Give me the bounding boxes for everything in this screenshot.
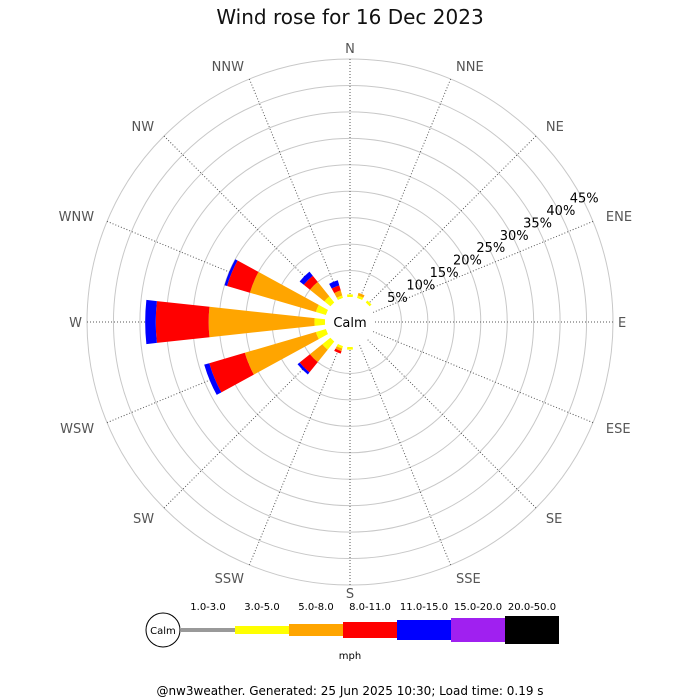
direction-label-nne: NNE (456, 60, 484, 75)
legend-bin-label: 1.0-3.0 (190, 602, 225, 613)
legend-swatch-3 (343, 622, 397, 638)
direction-label-s: S (346, 587, 354, 602)
legend-calm-circle (145, 612, 181, 648)
calm-label: Calm (333, 316, 366, 331)
petal-wnw-bin-2 (249, 271, 319, 313)
spoke-ne (367, 135, 537, 305)
direction-label-sw: SW (133, 512, 154, 527)
direction-label-sse: SSE (456, 572, 481, 587)
direction-label-nnw: NNW (212, 60, 244, 75)
ring-label: 15% (430, 266, 459, 281)
legend-calm-label: Calm (150, 626, 176, 637)
petal-ssw-bin-3 (334, 348, 342, 354)
legend-swatch-5 (451, 618, 505, 642)
petal-nnw-bin-4 (329, 280, 340, 289)
legend-bin-label: 15.0-20.0 (454, 602, 502, 613)
spoke-nnw (248, 78, 341, 300)
spoke-ene (372, 220, 594, 313)
grid-ring (112, 84, 588, 560)
petal-s-bin-1 (347, 346, 353, 350)
petal-nw-bin-4 (299, 271, 313, 285)
petal-nnw-bin-1 (336, 295, 343, 301)
spoke-sse (359, 344, 452, 566)
direction-label-w: W (69, 316, 82, 331)
ring-label: 10% (406, 278, 435, 293)
petal-nw-bin-3 (303, 275, 318, 290)
legend-swatch-1 (235, 626, 289, 634)
petal-nnw-bin-2 (334, 290, 343, 298)
ring-label: 5% (387, 291, 408, 306)
legend-bin-label: 20.0-50.0 (508, 602, 556, 613)
ring-label: 25% (476, 241, 505, 256)
petal-nw-bin-2 (309, 281, 330, 302)
ring-labels: 5%10%15%20%25%30%35%40%45% (387, 192, 599, 306)
petal-nw-bin-1 (324, 296, 335, 307)
direction-label-wnw: WNW (59, 210, 95, 225)
polar-grid (86, 58, 614, 586)
petal-w-bin-1 (314, 318, 326, 326)
footer-text: @nw3weather. Generated: 25 Jun 2025 10:3… (156, 684, 543, 698)
legend-units: mph (339, 651, 361, 662)
petal-sw-bin-3 (299, 354, 318, 373)
direction-label-wsw: WSW (60, 422, 94, 437)
petal-w-bin-4 (145, 299, 157, 345)
petal-nne-bin-1 (357, 295, 364, 301)
direction-label-ene: ENE (606, 210, 632, 225)
petal-wsw-bin-4 (204, 363, 222, 395)
calm-circle (325, 297, 375, 347)
direction-label-ne: NE (546, 120, 564, 135)
petal-wnw-bin-1 (315, 304, 329, 315)
ring-label: 45% (570, 192, 599, 207)
legend-bin-label: 5.0-8.0 (298, 602, 333, 613)
grid-ring (139, 111, 561, 533)
spoke-nne (359, 78, 452, 300)
chart-title: Wind rose for 16 Dec 2023 (216, 5, 483, 29)
petal-wsw-bin-1 (315, 329, 329, 340)
petal-wsw-bin-3 (209, 352, 254, 393)
direction-label-n: N (345, 42, 355, 57)
calm-center: Calm (325, 297, 375, 347)
petal-w-bin-2 (208, 306, 315, 338)
direction-labels: N NNE NE ENE E ESE SE SSE S SSW SW WSW W WNW NW NNW (59, 42, 632, 602)
legend-swatch-0 (181, 628, 235, 632)
petal-wsw-bin-2 (244, 331, 319, 375)
legend-swatch-4 (397, 620, 451, 640)
petal-nnw-bin-3 (331, 285, 341, 294)
petal-wnw-bin-3 (227, 260, 259, 293)
legend-swatch-6 (505, 616, 559, 644)
petal-sw-bin-2 (309, 344, 328, 363)
petal-n-bin-1 (347, 294, 353, 298)
spoke-se (367, 339, 537, 509)
petal-sw-bin-4 (297, 362, 310, 375)
direction-label-ese: ESE (606, 422, 631, 437)
wind-petals (145, 259, 372, 395)
petal-w-bin-3 (155, 301, 210, 343)
legend-bin-label: 3.0-5.0 (244, 602, 279, 613)
spoke-ssw (248, 344, 341, 566)
petal-ssw-bin-2 (335, 346, 343, 352)
ring-label: 30% (500, 229, 529, 244)
ring-label: 35% (523, 216, 552, 231)
direction-label-ssw: SSW (215, 572, 245, 587)
direction-label-se: SE (546, 512, 562, 527)
petal-ne-bin-1 (365, 300, 372, 307)
ring-label: 40% (546, 204, 575, 219)
petal-sw-bin-1 (322, 337, 335, 350)
legend-bin-label: 11.0-15.0 (400, 602, 448, 613)
direction-label-nw: NW (132, 120, 155, 135)
petal-wnw-bin-4 (224, 259, 238, 287)
petal-ssw-bin-1 (336, 343, 343, 349)
petal-nne-bin-2 (357, 292, 365, 298)
legend-bin-label: 8.0-11.0 (349, 602, 391, 613)
direction-label-e: E (618, 316, 626, 331)
speed-legend: Calm 1.0-3.0 3.0-5.0 5.0-8.0 8.0-11.0 11.0-15… (145, 602, 559, 662)
legend-swatch-2 (289, 624, 343, 636)
ring-label: 20% (453, 254, 482, 269)
spoke-ese (372, 331, 594, 424)
